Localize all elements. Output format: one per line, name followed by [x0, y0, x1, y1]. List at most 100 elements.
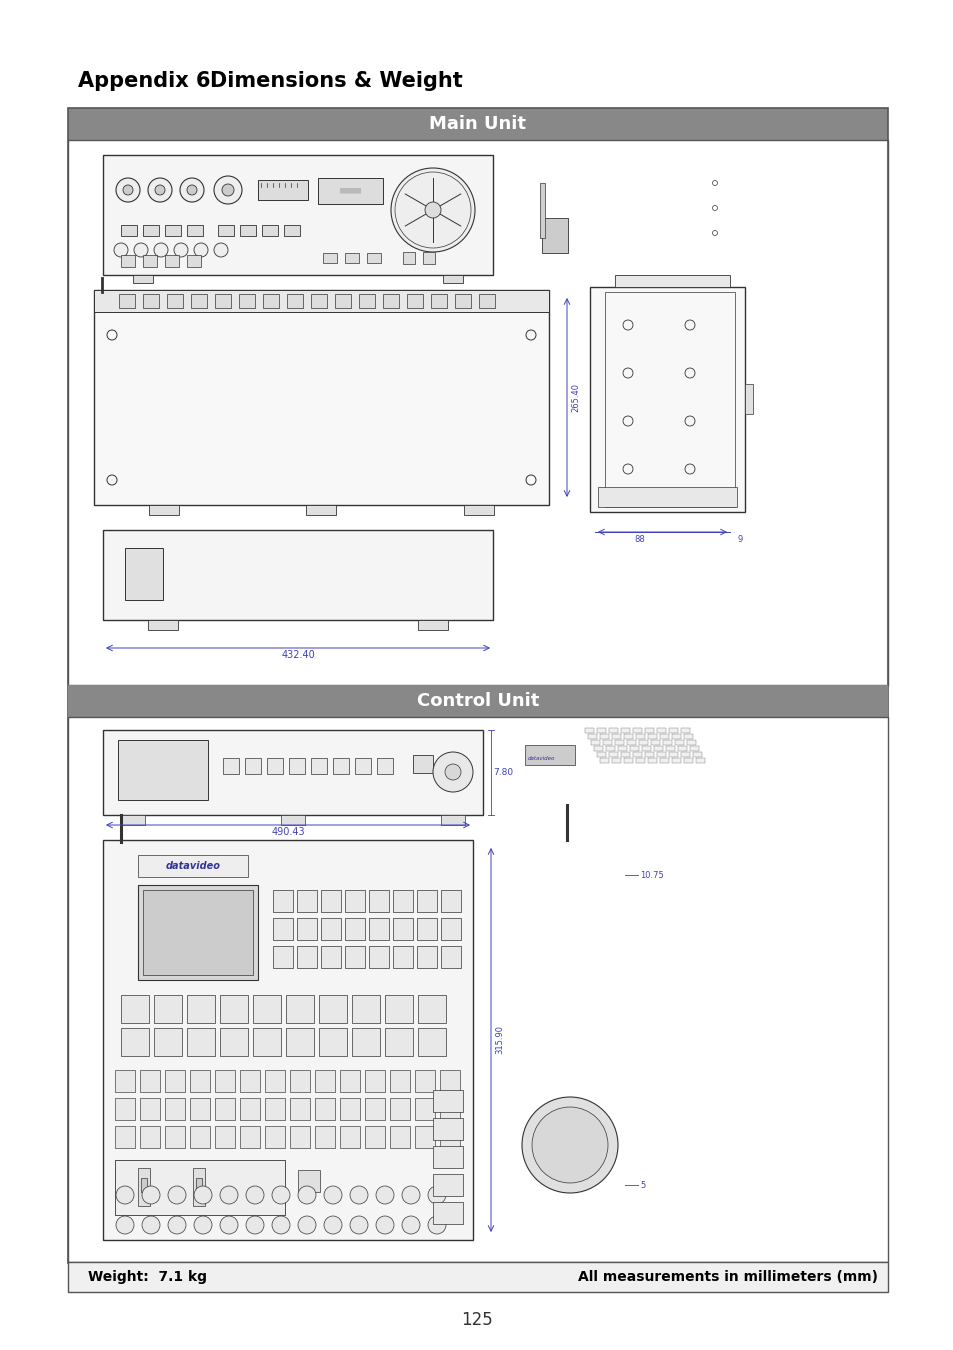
Polygon shape — [539, 148, 729, 173]
Bar — [644, 728, 654, 733]
Bar — [218, 225, 233, 236]
Bar — [623, 734, 633, 738]
Bar — [402, 252, 415, 265]
Bar — [413, 755, 433, 774]
Bar — [541, 217, 567, 252]
Bar — [191, 294, 207, 308]
Bar — [345, 252, 358, 263]
Bar — [683, 734, 692, 738]
Bar — [311, 294, 327, 308]
Bar — [318, 995, 347, 1023]
Bar — [629, 747, 639, 751]
Bar — [314, 1098, 335, 1120]
Bar — [415, 1098, 435, 1120]
Bar — [287, 294, 303, 308]
Text: Main Unit: Main Unit — [429, 115, 526, 134]
Bar — [633, 728, 641, 733]
Bar — [253, 1027, 281, 1056]
Circle shape — [113, 243, 128, 256]
Circle shape — [428, 1187, 446, 1204]
Text: 490.43: 490.43 — [271, 828, 305, 837]
Bar — [320, 890, 340, 913]
Bar — [103, 840, 473, 1241]
Bar — [273, 918, 293, 940]
Bar — [187, 225, 203, 236]
Circle shape — [193, 1216, 212, 1234]
Bar — [138, 855, 248, 878]
Bar — [143, 294, 159, 308]
Bar — [257, 180, 308, 200]
Bar — [433, 1089, 462, 1112]
Bar — [306, 505, 335, 514]
Bar — [382, 294, 398, 308]
Text: 5: 5 — [639, 1180, 644, 1189]
Bar — [143, 225, 159, 236]
Bar — [187, 1027, 214, 1056]
Circle shape — [324, 1187, 341, 1204]
Bar — [187, 995, 214, 1023]
Bar — [668, 752, 678, 757]
Circle shape — [116, 1216, 133, 1234]
Bar — [671, 757, 680, 763]
Bar — [345, 918, 365, 940]
Bar — [103, 155, 493, 275]
Bar — [393, 946, 413, 968]
Bar — [589, 288, 744, 512]
Circle shape — [180, 178, 204, 202]
Bar — [680, 728, 689, 733]
Bar — [647, 757, 657, 763]
Circle shape — [375, 1216, 394, 1234]
Bar — [121, 1027, 149, 1056]
Bar — [262, 225, 277, 236]
Bar — [267, 757, 283, 774]
Circle shape — [142, 1216, 160, 1234]
Bar — [433, 1118, 462, 1139]
Bar — [140, 1071, 160, 1092]
Bar — [290, 1126, 310, 1147]
Text: Weight:  7.1 kg: Weight: 7.1 kg — [88, 1270, 207, 1284]
Bar — [245, 757, 261, 774]
Bar — [286, 1027, 314, 1056]
Bar — [417, 620, 448, 630]
Bar — [657, 752, 665, 757]
Bar — [524, 745, 575, 765]
Bar — [149, 505, 179, 514]
Bar — [165, 1098, 185, 1120]
Bar — [240, 1071, 260, 1092]
Bar — [167, 294, 183, 308]
Bar — [165, 1071, 185, 1092]
Bar — [358, 294, 375, 308]
Text: 9: 9 — [737, 535, 741, 544]
Bar — [289, 757, 305, 774]
Circle shape — [350, 1216, 368, 1234]
Circle shape — [142, 1187, 160, 1204]
Bar — [214, 1126, 234, 1147]
Bar — [463, 505, 494, 514]
Bar — [121, 815, 145, 825]
Bar — [335, 294, 351, 308]
Bar — [314, 1071, 335, 1092]
Bar — [657, 728, 665, 733]
Bar — [187, 255, 201, 267]
Bar — [286, 995, 314, 1023]
Polygon shape — [700, 148, 729, 258]
Text: 7.80: 7.80 — [493, 768, 513, 778]
Circle shape — [532, 1107, 607, 1183]
Bar — [369, 946, 389, 968]
Bar — [320, 946, 340, 968]
Bar — [644, 752, 654, 757]
Bar — [393, 890, 413, 913]
Bar — [626, 740, 636, 745]
Polygon shape — [579, 751, 720, 850]
Circle shape — [350, 1187, 368, 1204]
Bar — [659, 734, 668, 738]
Circle shape — [444, 764, 460, 780]
Bar — [365, 1071, 385, 1092]
Circle shape — [154, 185, 165, 194]
Bar — [433, 1146, 462, 1168]
Circle shape — [213, 176, 242, 204]
Bar — [320, 918, 340, 940]
Bar — [598, 487, 737, 508]
Circle shape — [153, 243, 168, 256]
Circle shape — [193, 1187, 212, 1204]
